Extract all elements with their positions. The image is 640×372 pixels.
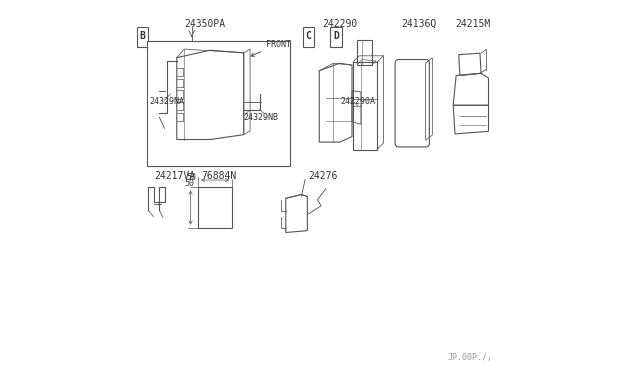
Text: JP.00P./,: JP.00P./, xyxy=(448,353,493,362)
Text: 24136Q: 24136Q xyxy=(401,19,436,29)
FancyBboxPatch shape xyxy=(136,27,148,46)
Text: 24276: 24276 xyxy=(308,171,337,180)
Text: 50: 50 xyxy=(186,173,196,182)
Text: 242290A: 242290A xyxy=(340,97,376,106)
Text: D: D xyxy=(333,31,339,41)
FancyBboxPatch shape xyxy=(395,60,429,147)
Text: C: C xyxy=(305,31,311,41)
Bar xyxy=(198,187,232,228)
Text: 242290: 242290 xyxy=(322,19,357,29)
Text: 24215M: 24215M xyxy=(456,19,491,29)
FancyBboxPatch shape xyxy=(330,27,342,46)
Text: 50: 50 xyxy=(185,179,195,187)
Text: 24217VA: 24217VA xyxy=(154,171,196,180)
Text: 76884N: 76884N xyxy=(202,171,237,180)
Text: B: B xyxy=(140,31,145,41)
Text: FRONT: FRONT xyxy=(251,39,291,56)
Bar xyxy=(147,41,291,166)
Text: 24329NB: 24329NB xyxy=(244,113,279,122)
Text: 24350PA: 24350PA xyxy=(184,19,225,29)
Text: 24329NA: 24329NA xyxy=(150,97,184,106)
FancyBboxPatch shape xyxy=(303,27,314,46)
